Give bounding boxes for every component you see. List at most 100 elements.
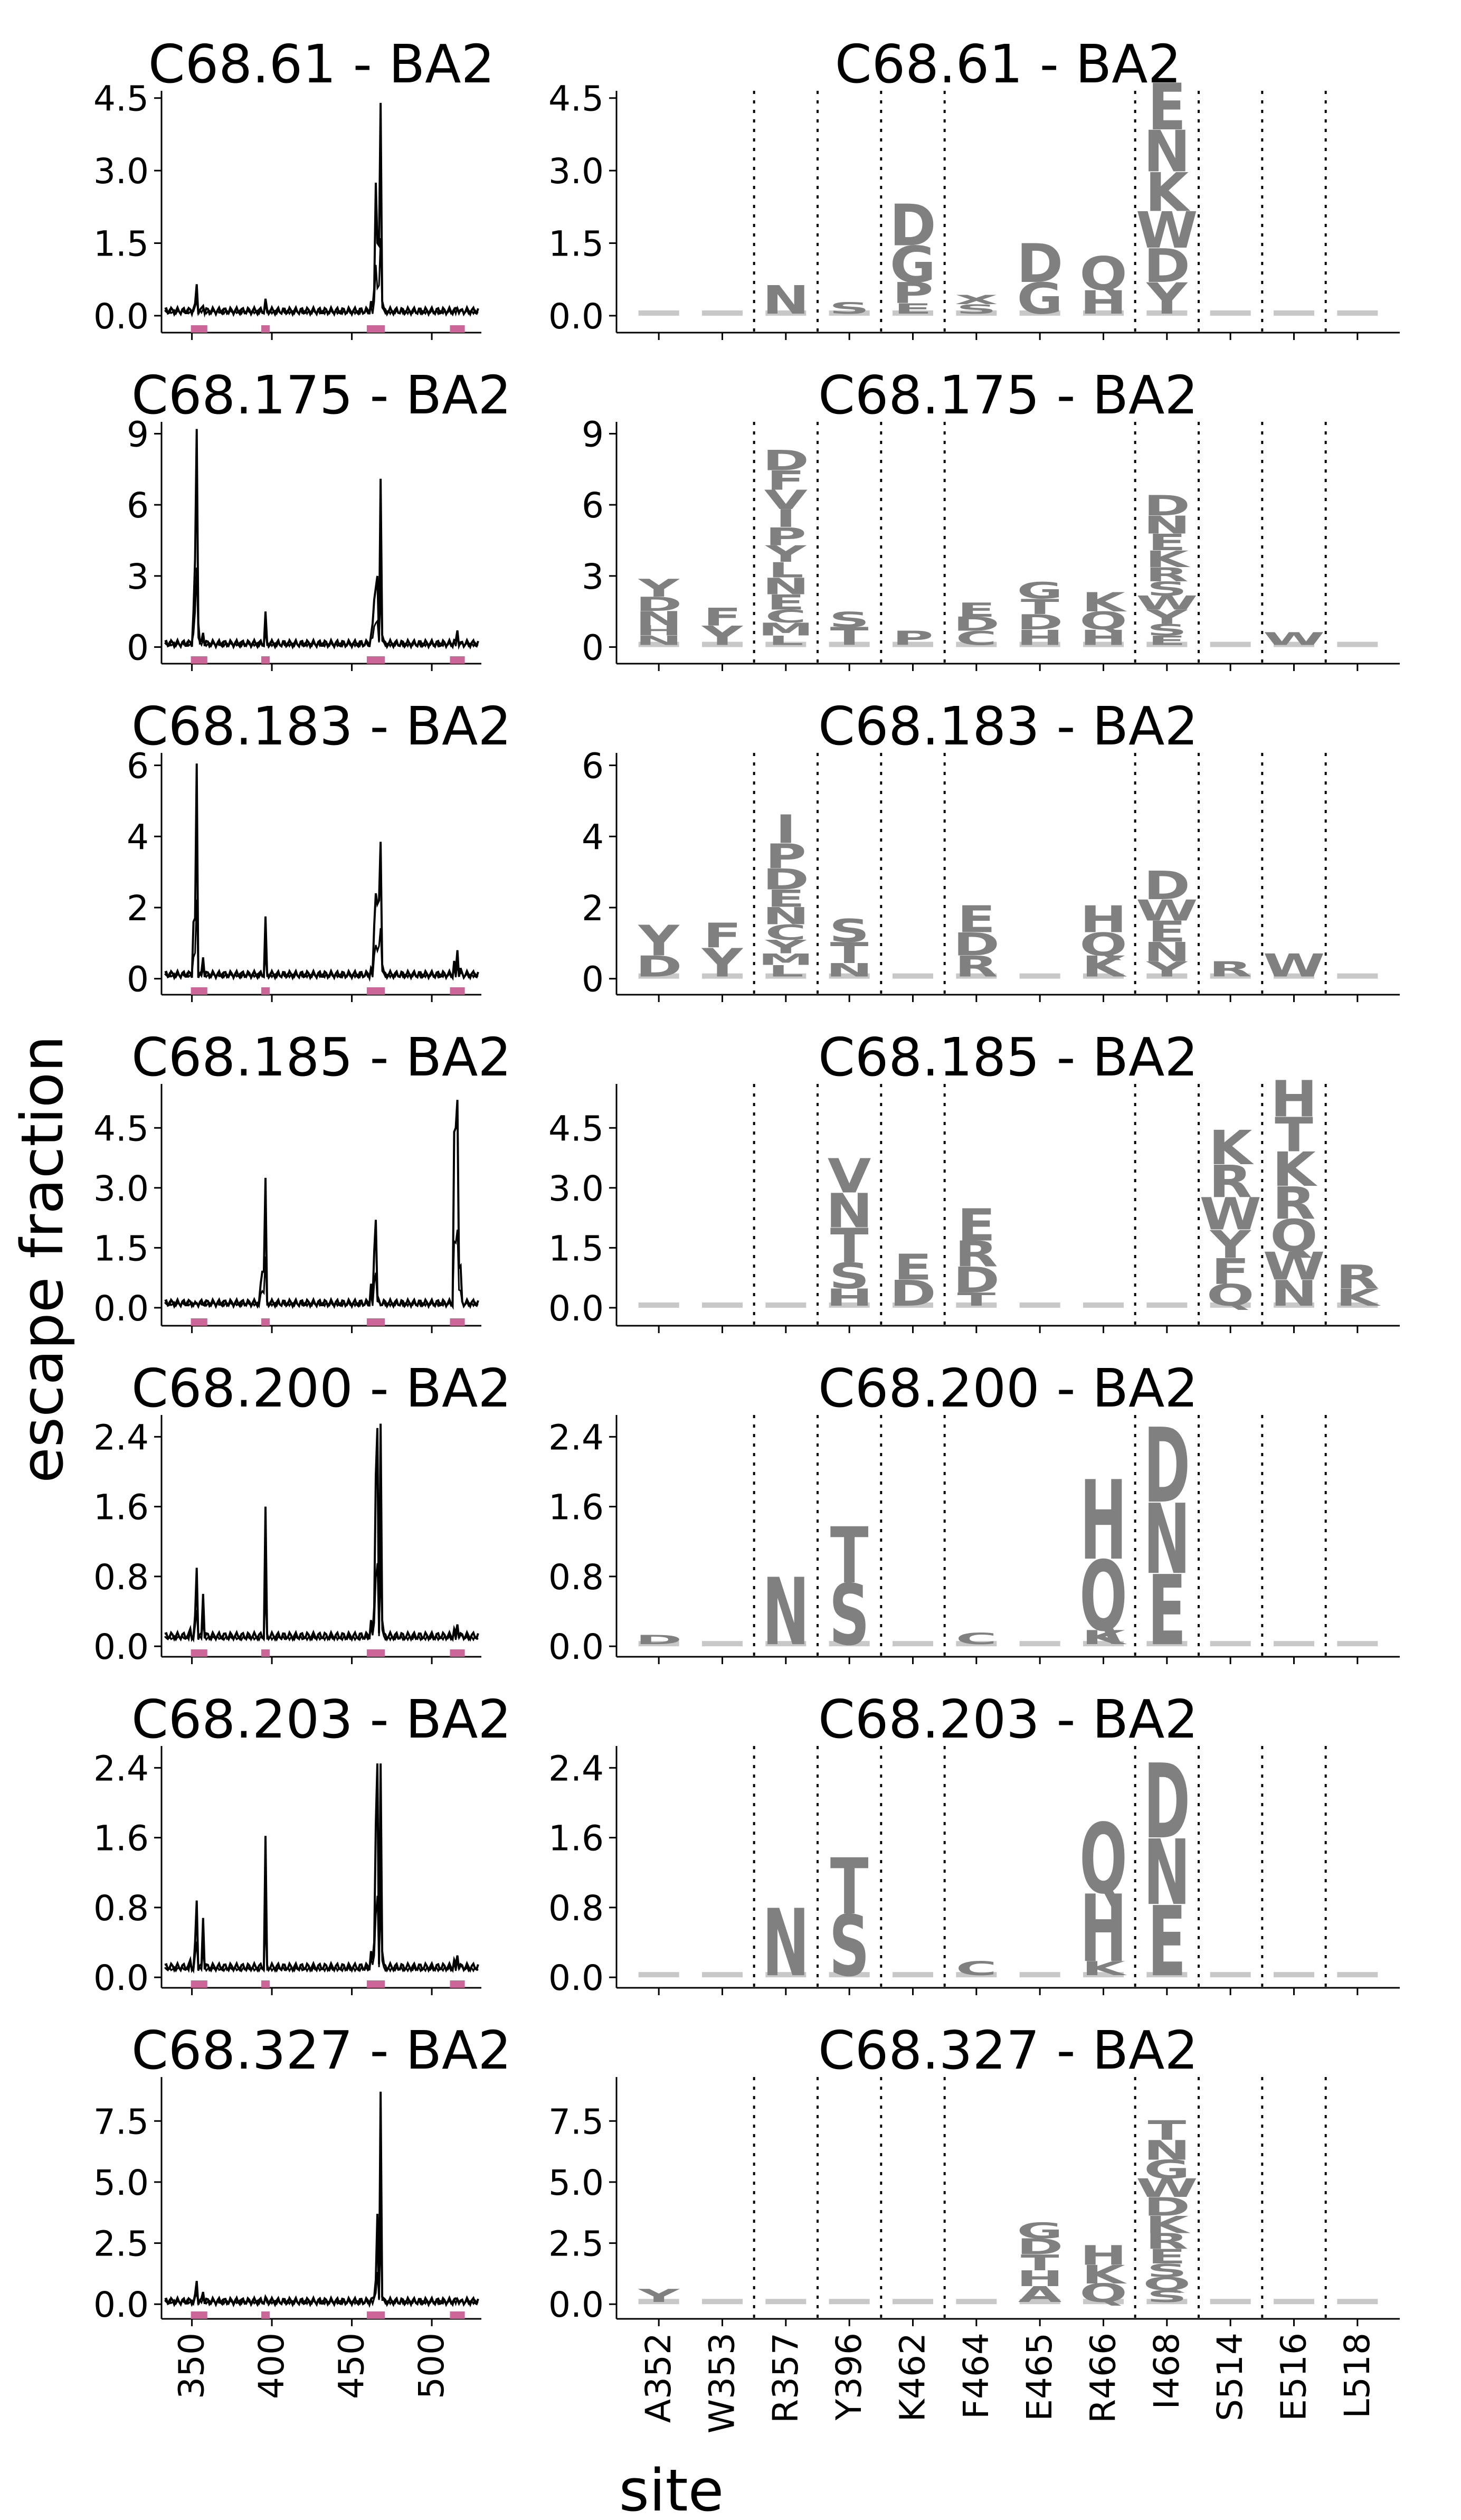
- logo-letter: N: [762, 573, 809, 600]
- logo-letter: R: [1145, 2229, 1189, 2254]
- x-tick-label: 450: [331, 2333, 372, 2399]
- highlight-site-marker: [456, 2311, 465, 2319]
- highlight-site-marker: [192, 325, 201, 333]
- highlight-site-marker: [456, 987, 465, 995]
- logo-baseline-letters: [1337, 1302, 1378, 1308]
- logo-letter: R: [1145, 563, 1189, 586]
- logo-baseline-letters: [956, 641, 997, 647]
- logo-baseline-letters: [1273, 2299, 1315, 2305]
- y-tick-label: 0: [582, 959, 604, 1000]
- y-tick-label: 1.6: [548, 1487, 604, 1528]
- logo-letter: D: [1017, 233, 1063, 295]
- y-tick-label: 0.0: [548, 296, 604, 337]
- logo-baseline-letters: [956, 1972, 997, 1978]
- logo-letter: F: [766, 465, 805, 496]
- line-panel: 0 2 4 6: [127, 746, 481, 1002]
- highlight-site-marker: [192, 987, 201, 995]
- logo-baseline-letters: [765, 310, 807, 316]
- y-tick-label: 4.5: [548, 79, 604, 119]
- highlight-site-marker: [198, 656, 207, 664]
- logo-baseline-letters: [701, 641, 743, 647]
- highlight-site-marker: [261, 325, 270, 333]
- y-tick-label: 3.0: [548, 1168, 604, 1209]
- logo-baseline-letters: [701, 2299, 743, 2305]
- highlight-site-marker: [376, 325, 385, 333]
- panel-title: C68.185 - BA2: [131, 1026, 511, 1088]
- x-tick-label: R357: [765, 2333, 806, 2423]
- highlight-site-marker: [198, 1318, 207, 1326]
- logo-baseline-letters: [956, 310, 997, 316]
- logo-baseline-letters: [892, 1972, 934, 1978]
- y-tick-label: 2.5: [93, 2224, 149, 2264]
- highlight-site-marker: [261, 1980, 270, 1988]
- logo-letter: P: [765, 836, 807, 876]
- logo-baseline-letters: [892, 973, 934, 979]
- panel-title: C68.185 - BA2: [818, 1026, 1198, 1088]
- logo-letter: S: [1146, 2287, 1187, 2306]
- logo-letter: C: [956, 1630, 997, 1648]
- logo-baseline-letters: [638, 1641, 679, 1647]
- panel-title: C68.203 - BA2: [818, 1688, 1198, 1750]
- logo-letter: M: [758, 950, 814, 969]
- logo-baseline-letters: [1337, 641, 1378, 647]
- y-tick-label: 9: [127, 414, 149, 455]
- logo-letter: G: [1017, 2219, 1062, 2244]
- logo-letter: S: [829, 299, 870, 318]
- logo-letter: S: [829, 607, 870, 631]
- logo-letter: K: [1209, 1121, 1255, 1175]
- y-tick-label: 0.0: [93, 1958, 149, 1998]
- y-tick-label: 9: [582, 414, 604, 455]
- logo-letter: G: [1017, 275, 1062, 324]
- y-tick-label: 2.5: [548, 2224, 604, 2264]
- logo-baseline-letters: [1019, 2299, 1060, 2305]
- line-panel: 0.0 1.5 3.0 4.5: [93, 1084, 481, 1333]
- logo-letter: T: [957, 1289, 995, 1310]
- logo-baseline-letters: [765, 1302, 807, 1308]
- logo-letter: D: [1144, 863, 1190, 909]
- y-tick-label: 0.0: [93, 296, 149, 337]
- x-tick-label: L518: [1337, 2333, 1378, 2419]
- logo-letter: S: [829, 1567, 870, 1664]
- logo-baseline-letters: [1337, 1641, 1378, 1647]
- logo-letter: K: [1145, 546, 1191, 573]
- logo-baseline-letters: [1146, 2299, 1188, 2305]
- highlight-site-marker: [192, 2311, 201, 2319]
- panel-title: C68.183 - BA2: [131, 695, 511, 757]
- y-tick-label: 3: [127, 556, 149, 597]
- logo-letter: E: [957, 1200, 995, 1251]
- logo-letter: D: [1144, 1742, 1190, 1862]
- logo-baseline-letters: [1337, 310, 1378, 316]
- x-tick-label: E465: [1019, 2333, 1060, 2421]
- logo-letter: G: [1017, 578, 1062, 604]
- logo-letter: Y: [701, 940, 744, 986]
- y-tick-label: 0: [582, 628, 604, 668]
- y-tick-label: 6: [582, 485, 604, 526]
- logo-baseline-letters: [765, 1972, 807, 1978]
- y-tick-label: 3.0: [548, 151, 604, 192]
- logo-letter: K: [1081, 950, 1127, 984]
- logo-letter: E: [1147, 70, 1186, 144]
- x-tick-label: A352: [638, 2333, 679, 2423]
- logo-baseline-letters: [1210, 2299, 1251, 2305]
- x-tick-label: Y396: [829, 2333, 869, 2421]
- logo-letter: K: [1081, 1957, 1127, 1980]
- highlight-site-marker: [456, 1318, 465, 1326]
- logo-letter: F: [703, 603, 742, 632]
- site-max-line: [164, 2091, 479, 2308]
- y-tick-label: 0: [127, 628, 149, 668]
- logo-baseline-letters: [1210, 310, 1251, 316]
- logo-baseline-letters: [829, 641, 870, 647]
- logo-letter: K: [1081, 587, 1127, 618]
- site-mean-line: [164, 2228, 479, 2307]
- logo-letter: C: [765, 607, 807, 627]
- y-tick-label: 4: [582, 817, 604, 857]
- logo-letter: W: [1136, 2174, 1198, 2203]
- logo-letter: N: [635, 633, 682, 648]
- y-tick-label: 6: [582, 746, 604, 787]
- site-max-line: [164, 429, 479, 650]
- logo-baseline-letters: [701, 1972, 743, 1978]
- logo-baseline-letters: [1083, 1302, 1124, 1308]
- y-tick-label: 3.0: [93, 151, 149, 192]
- logo-baseline-letters: [956, 973, 997, 979]
